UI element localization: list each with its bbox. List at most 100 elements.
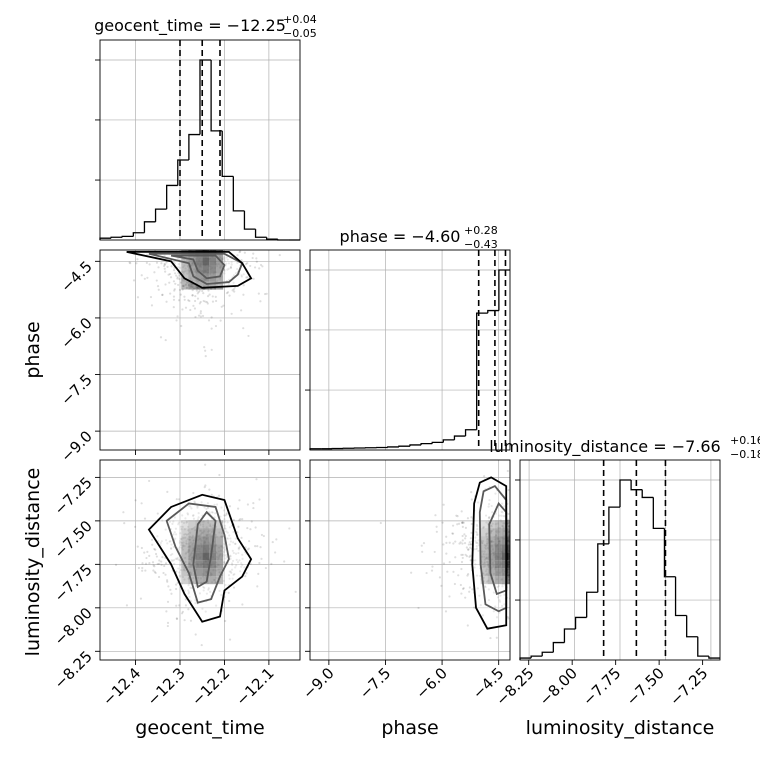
pair-geocent-time-vs-luminosity-distance-sample-364 bbox=[193, 500, 196, 503]
pair-phase-vs-luminosity-distance-sample-84 bbox=[438, 576, 441, 579]
pair-phase-vs-luminosity-distance-sample-316 bbox=[515, 608, 517, 610]
pair-geocent-time-vs-luminosity-distance-sample-540 bbox=[178, 604, 181, 607]
pair-geocent-time-vs-luminosity-distance-sample-84 bbox=[165, 579, 169, 582]
pair-phase-vs-luminosity-distance-sample-695 bbox=[484, 544, 487, 548]
pair-geocent-time-vs-phase-sample-362 bbox=[258, 267, 261, 270]
pair-geocent-time-vs-phase-sample-363 bbox=[153, 271, 156, 274]
pair-geocent-time-vs-luminosity-distance-density-0-2 bbox=[181, 536, 189, 545]
pair-geocent-time-vs-phase-sample-358 bbox=[225, 235, 227, 237]
pair-geocent-time-vs-luminosity-distance-sample-636 bbox=[168, 520, 171, 523]
pair-geocent-time-vs-phase-density-1-6 bbox=[188, 273, 196, 282]
pair-geocent-time-vs-luminosity-distance-sample-112 bbox=[187, 592, 190, 595]
pair-phase-vs-luminosity-distance-sample-511 bbox=[435, 525, 438, 528]
pair-geocent-time-vs-luminosity-distance-sample-660 bbox=[201, 607, 204, 610]
pair-geocent-time-vs-luminosity-distance-xticklabel-2: −12.2 bbox=[188, 664, 233, 709]
pair-geocent-time-vs-phase-sample-617 bbox=[215, 280, 219, 283]
ylabel-phase: phase bbox=[22, 321, 44, 378]
pair-geocent-time-vs-luminosity-distance-sample-408 bbox=[224, 527, 227, 531]
pair-phase-vs-luminosity-distance-sample-314 bbox=[464, 534, 467, 538]
pair-geocent-time-vs-phase-sample-500 bbox=[164, 338, 167, 342]
pair-geocent-time-vs-phase-density-2-4 bbox=[195, 257, 203, 266]
pair-geocent-time-vs-phase-sample-503 bbox=[193, 224, 195, 226]
pair-geocent-time-vs-phase-sample-40 bbox=[207, 246, 209, 248]
pair-geocent-time-vs-luminosity-distance-sample-288 bbox=[206, 519, 210, 522]
pair-geocent-time-vs-luminosity-distance-sample-176 bbox=[220, 535, 223, 538]
pair-phase-vs-luminosity-distance-density-0-0 bbox=[480, 520, 488, 529]
pair-geocent-time-vs-luminosity-distance-sample-496 bbox=[174, 583, 178, 586]
pair-geocent-time-vs-phase-sample-511 bbox=[172, 280, 176, 283]
pair-geocent-time-vs-luminosity-distance-sample-346 bbox=[224, 619, 227, 623]
pair-geocent-time-vs-luminosity-distance-sample-296 bbox=[232, 541, 235, 544]
pair-phase-vs-luminosity-distance-sample-457 bbox=[516, 569, 518, 571]
pair-geocent-time-vs-phase-sample-126 bbox=[130, 229, 132, 231]
pair-geocent-time-vs-luminosity-distance-sample-572 bbox=[206, 506, 210, 510]
pair-phase-vs-luminosity-distance-sample-37 bbox=[452, 542, 455, 545]
pair-geocent-time-vs-phase-sample-652 bbox=[198, 221, 200, 223]
pair-geocent-time-vs-phase-sample-33 bbox=[203, 222, 205, 224]
pair-geocent-time-vs-phase-sample-155 bbox=[169, 292, 172, 295]
pair-geocent-time-vs-phase-sample-599 bbox=[176, 231, 178, 233]
pair-phase-vs-luminosity-distance-sample-647 bbox=[482, 565, 486, 568]
pair-geocent-time-vs-luminosity-distance-sample-453 bbox=[181, 548, 184, 551]
pair-geocent-time-vs-luminosity-distance-density-4-0 bbox=[209, 520, 217, 529]
pair-phase-vs-luminosity-distance-density-0-3 bbox=[480, 544, 488, 553]
pair-geocent-time-vs-luminosity-distance-sample-532 bbox=[177, 521, 180, 524]
pair-phase-vs-luminosity-distance-density-0-5 bbox=[480, 560, 488, 569]
pair-geocent-time-vs-phase-sample-421 bbox=[165, 218, 167, 220]
pair-geocent-time-vs-phase-sample-210 bbox=[181, 245, 183, 247]
hist-luminosity-distance-bin-1 bbox=[530, 655, 543, 659]
pair-phase-vs-luminosity-distance-sample-677 bbox=[517, 570, 519, 572]
pair-phase-vs-luminosity-distance-sample-460 bbox=[488, 516, 491, 519]
hist-luminosity-distance-frame bbox=[519, 459, 721, 661]
pair-geocent-time-vs-phase-sample-135 bbox=[206, 234, 208, 236]
pair-geocent-time-vs-luminosity-distance-sample-624 bbox=[173, 516, 176, 519]
pair-geocent-time-vs-phase-sample-162 bbox=[183, 245, 185, 247]
pair-geocent-time-vs-phase-sample-338 bbox=[196, 201, 198, 203]
pair-geocent-time-vs-phase-sample-593 bbox=[189, 229, 191, 231]
pair-geocent-time-vs-luminosity-distance-sample-155 bbox=[166, 490, 169, 493]
pair-phase-vs-luminosity-distance-sample-421 bbox=[513, 538, 515, 540]
pair-geocent-time-vs-phase-sample-146 bbox=[192, 304, 195, 307]
pair-phase-vs-luminosity-distance-sample-364 bbox=[526, 552, 528, 554]
pair-phase-vs-luminosity-distance-sample-78 bbox=[483, 555, 486, 558]
pair-geocent-time-vs-luminosity-distance-sample-249 bbox=[194, 529, 197, 532]
pair-geocent-time-vs-luminosity-distance-sample-287 bbox=[214, 512, 217, 515]
pair-geocent-time-vs-phase-sample-488 bbox=[188, 243, 190, 245]
pair-phase-vs-luminosity-distance-sample-602 bbox=[526, 542, 528, 544]
pair-geocent-time-vs-luminosity-distance-density-2-2 bbox=[195, 536, 203, 545]
pair-phase-vs-luminosity-distance-sample-196 bbox=[484, 573, 487, 577]
hist-phase-bin-12 bbox=[442, 439, 455, 443]
pair-geocent-time-vs-luminosity-distance-sample-309 bbox=[235, 564, 238, 567]
pair-phase-vs-luminosity-distance-sample-86 bbox=[530, 560, 532, 562]
pair-geocent-time-vs-phase-sample-627 bbox=[178, 277, 181, 281]
pair-geocent-time-vs-phase-sample-194 bbox=[172, 269, 176, 272]
pair-phase-vs-luminosity-distance-sample-256 bbox=[556, 543, 558, 545]
pair-phase-vs-luminosity-distance-sample-479 bbox=[500, 514, 503, 517]
pair-phase-vs-luminosity-distance-sample-430 bbox=[434, 514, 437, 517]
pair-geocent-time-vs-luminosity-distance-sample-180 bbox=[189, 572, 192, 575]
pair-geocent-time-vs-phase-sample-19 bbox=[215, 283, 218, 286]
pair-geocent-time-vs-phase-sample-254 bbox=[185, 235, 187, 237]
pair-geocent-time-vs-luminosity-distance-density-3-0 bbox=[202, 520, 210, 529]
pair-geocent-time-vs-luminosity-distance-density-4-7 bbox=[209, 576, 217, 585]
pair-phase-vs-luminosity-distance-sample-318 bbox=[482, 563, 485, 566]
pair-geocent-time-vs-phase-sample-675 bbox=[247, 334, 250, 338]
title-luminosity-distance-sup: +0.16 bbox=[730, 434, 760, 447]
pair-phase-vs-luminosity-distance-sample-288 bbox=[514, 545, 516, 547]
pair-geocent-time-vs-phase-sample-613 bbox=[239, 247, 241, 249]
pair-geocent-time-vs-phase-density-0-5 bbox=[181, 265, 189, 274]
pair-phase-vs-luminosity-distance-sample-357 bbox=[495, 530, 498, 533]
pair-phase-vs-luminosity-distance-sample-280 bbox=[507, 617, 510, 620]
pair-phase-vs-luminosity-distance-sample-450 bbox=[492, 572, 496, 575]
pair-phase-vs-luminosity-distance-sample-239 bbox=[544, 535, 546, 537]
pair-geocent-time-vs-phase-sample-112 bbox=[227, 243, 229, 245]
pair-geocent-time-vs-luminosity-distance-sample-91 bbox=[134, 525, 137, 528]
pair-phase-vs-luminosity-distance-sample-44 bbox=[460, 521, 464, 524]
pair-phase-vs-luminosity-distance-sample-615 bbox=[524, 534, 526, 536]
pair-phase-vs-luminosity-distance-sample-106 bbox=[532, 520, 534, 522]
pair-geocent-time-vs-luminosity-distance-sample-279 bbox=[210, 493, 213, 496]
pair-phase-vs-luminosity-distance-sample-126 bbox=[458, 542, 461, 545]
pair-geocent-time-vs-phase-sample-522 bbox=[194, 224, 196, 226]
pair-geocent-time-vs-luminosity-distance-sample-405 bbox=[189, 541, 192, 544]
pair-geocent-time-vs-phase-sample-83 bbox=[186, 259, 189, 262]
